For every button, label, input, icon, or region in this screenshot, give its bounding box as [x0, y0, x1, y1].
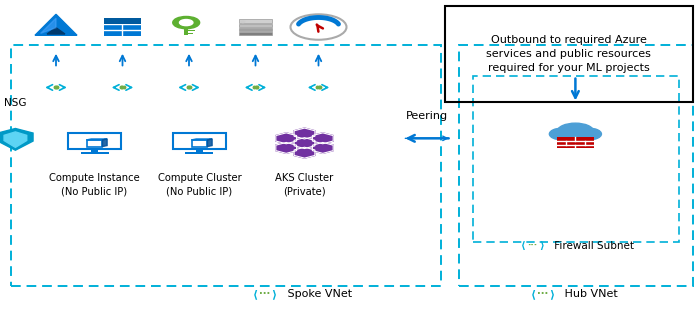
Text: Firewall Subnet: Firewall Subnet — [551, 241, 634, 252]
Circle shape — [173, 17, 200, 29]
Bar — [196, 149, 203, 153]
Circle shape — [557, 123, 594, 140]
Bar — [444, 6, 693, 102]
Polygon shape — [192, 139, 212, 140]
Text: ⟩: ⟩ — [539, 241, 543, 252]
Bar — [239, 28, 272, 31]
Text: ···: ··· — [527, 242, 537, 251]
Polygon shape — [312, 142, 333, 153]
Circle shape — [179, 19, 193, 26]
Text: ···: ··· — [259, 289, 270, 299]
Circle shape — [550, 128, 575, 140]
Polygon shape — [294, 138, 315, 149]
Bar — [91, 149, 98, 153]
Text: ⟨: ⟨ — [253, 289, 258, 299]
Text: Spoke VNet: Spoke VNet — [284, 289, 351, 299]
Bar — [186, 152, 214, 154]
Bar — [69, 133, 120, 149]
Polygon shape — [294, 147, 315, 158]
Bar — [10, 45, 441, 286]
Polygon shape — [87, 139, 107, 140]
Bar — [557, 137, 594, 148]
Text: ⟩: ⟩ — [271, 289, 277, 299]
Bar — [188, 30, 195, 31]
Bar — [104, 18, 141, 24]
Polygon shape — [47, 28, 65, 34]
Bar — [192, 140, 207, 147]
Text: AKS Cluster
(Private): AKS Cluster (Private) — [275, 173, 334, 197]
Text: NSG: NSG — [4, 98, 27, 108]
Bar — [173, 133, 225, 149]
Bar — [188, 33, 193, 34]
Polygon shape — [276, 133, 297, 144]
Text: Compute Instance
(No Public IP): Compute Instance (No Public IP) — [49, 173, 140, 197]
Polygon shape — [35, 14, 77, 35]
Polygon shape — [312, 133, 333, 144]
Bar — [80, 152, 108, 154]
Bar — [473, 76, 679, 242]
Circle shape — [575, 128, 601, 140]
Text: ⟨: ⟨ — [521, 241, 525, 252]
Bar — [104, 18, 141, 36]
Text: Compute Cluster
(No Public IP): Compute Cluster (No Public IP) — [158, 173, 241, 197]
Text: Hub VNet: Hub VNet — [561, 289, 618, 299]
Polygon shape — [102, 139, 107, 147]
Text: ⟩: ⟩ — [549, 289, 554, 299]
Bar — [239, 19, 272, 23]
Polygon shape — [41, 18, 56, 33]
Text: ⟨: ⟨ — [531, 289, 536, 299]
Bar — [239, 24, 272, 27]
Circle shape — [290, 14, 346, 40]
Bar — [552, 130, 599, 136]
Polygon shape — [0, 128, 33, 150]
Circle shape — [241, 21, 245, 23]
Polygon shape — [207, 139, 212, 147]
Bar — [458, 45, 693, 286]
Text: Peering: Peering — [406, 111, 448, 121]
Bar — [184, 23, 188, 35]
Polygon shape — [276, 142, 297, 153]
Polygon shape — [4, 132, 27, 147]
Text: ···: ··· — [537, 289, 548, 299]
Bar — [87, 140, 102, 147]
Bar — [239, 31, 272, 35]
Text: Outbound to required Azure
services and public resources
required for your ML pr: Outbound to required Azure services and … — [486, 35, 651, 73]
Polygon shape — [294, 128, 315, 139]
